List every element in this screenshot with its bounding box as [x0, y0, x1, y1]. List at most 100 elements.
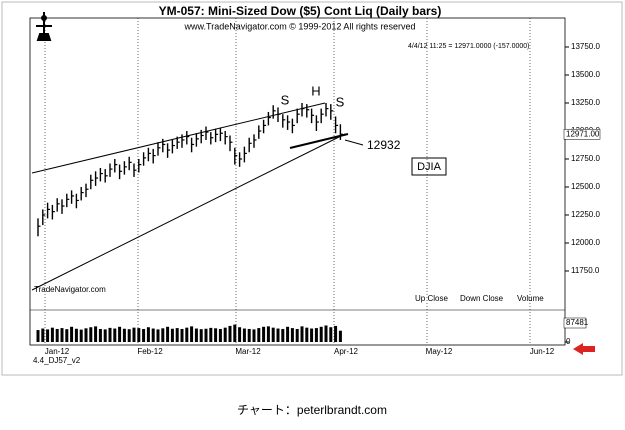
volume-bar: [50, 327, 54, 342]
logo: [36, 12, 52, 41]
volume-bar: [41, 328, 45, 342]
volume-bar: [319, 326, 323, 342]
volume-bar: [122, 328, 126, 342]
volume-bar: [247, 328, 251, 342]
annotation: S: [281, 92, 290, 107]
last-price-box: [563, 128, 601, 140]
volume-label-box: [563, 317, 587, 329]
volume-bar: [166, 326, 170, 342]
volume-bar: [161, 328, 165, 342]
pointer: [344, 139, 364, 146]
volume-bar: [146, 327, 150, 342]
x-tick-label: Jan-12: [45, 347, 70, 356]
volume-bar: [334, 325, 338, 342]
annotation: S: [336, 94, 345, 109]
volume-bar: [46, 329, 50, 342]
volume-bar: [310, 328, 314, 342]
y-tick-label: 12500.0: [571, 182, 600, 191]
y-tick-label: 13500.0: [571, 70, 600, 79]
volume-bar: [108, 327, 112, 342]
volume-tick-label: 87481: [566, 318, 589, 327]
last-price-label: 12971.00: [566, 129, 600, 138]
volume-tick-label: 0: [566, 337, 571, 346]
volume-bar: [300, 326, 304, 342]
volume-bar: [70, 326, 74, 342]
x-tick-label: Feb-12: [137, 347, 163, 356]
volume-bar: [295, 328, 299, 342]
volume-bar: [324, 325, 328, 342]
lower-trendline: [31, 133, 346, 291]
volume-bar: [118, 326, 122, 342]
y-tick-label: 11750.0: [571, 266, 600, 275]
volume-bar: [55, 328, 59, 342]
annotation: DJIA: [417, 161, 442, 173]
volume-bar: [89, 327, 93, 342]
volume-bar: [238, 327, 242, 342]
volume-bar: [180, 328, 184, 342]
volume-bar: [170, 328, 174, 342]
plot-area: [29, 17, 566, 346]
volume-bar: [209, 327, 213, 342]
annotation-box: [411, 157, 447, 176]
x-tick-label: Jun-12: [530, 347, 555, 356]
annotation: 12932: [367, 138, 401, 152]
volume-bar: [257, 328, 261, 342]
volume-bar: [252, 329, 256, 342]
volume-bar: [204, 328, 208, 342]
volume-bar: [329, 327, 333, 342]
volume-bar: [74, 328, 78, 342]
volume-bar: [94, 326, 98, 342]
legend-item: Up Close: [415, 294, 448, 303]
volume-bar: [185, 327, 189, 342]
volume-bar: [305, 327, 309, 342]
annotation: H: [311, 83, 320, 98]
y-tick-label: 12000.0: [571, 238, 600, 247]
volume-bar: [228, 325, 232, 342]
volume-bar: [156, 329, 160, 342]
volume-bar: [314, 328, 318, 342]
y-tick-label: 12750.0: [571, 154, 600, 163]
volume-bar: [65, 329, 69, 342]
subtitle: www.TradeNavigator.com © 1999-2012 All r…: [184, 21, 416, 31]
volume-bar: [113, 328, 117, 342]
watermark: TradeNavigator.com: [34, 285, 106, 294]
volume-bar: [290, 328, 294, 342]
volume-bar: [36, 330, 40, 342]
y-tick-label: 12250.0: [571, 210, 600, 219]
volume-bar: [199, 329, 203, 342]
volume-bar: [262, 326, 266, 342]
x-tick-label: Mar-12: [235, 347, 261, 356]
volume-bar: [132, 327, 136, 342]
y-tick-label: 13250.0: [571, 98, 600, 107]
volume-bar: [218, 328, 222, 342]
volume-bar: [233, 324, 237, 342]
x-tick-label: Apr-12: [334, 347, 359, 356]
arrow: [573, 343, 595, 355]
volume-bar: [281, 328, 285, 342]
volume-bar: [242, 328, 246, 342]
volume-bar: [286, 326, 290, 342]
footer: 4.4_DJ57_v2: [33, 356, 81, 365]
volume-bar: [271, 327, 275, 342]
volume-bar: [84, 328, 88, 342]
volume-bar: [79, 329, 83, 342]
legend-item: Down Close: [460, 294, 504, 303]
header: 4/4/12 11:25 = 12971.0000 (-157.0000): [408, 43, 530, 50]
legend-item: Volume: [517, 294, 544, 303]
volume-bar: [276, 328, 280, 342]
neckline: [289, 133, 349, 149]
volume-bar: [142, 328, 146, 342]
volume-bar: [266, 326, 270, 342]
volume-bar: [175, 328, 179, 342]
volume-bar: [190, 326, 194, 342]
volume-bar: [137, 328, 141, 342]
volume-bar: [98, 328, 102, 342]
y-tick-label: 13750.0: [571, 42, 600, 51]
volume-bar: [151, 328, 155, 342]
chart-title: YM-057: Mini-Sized Dow ($5) Cont Liq (Da…: [159, 4, 442, 18]
upper-trendline: [31, 102, 326, 174]
volume-bar: [103, 329, 107, 342]
volume-bar: [127, 329, 131, 342]
volume-bar: [223, 327, 227, 342]
